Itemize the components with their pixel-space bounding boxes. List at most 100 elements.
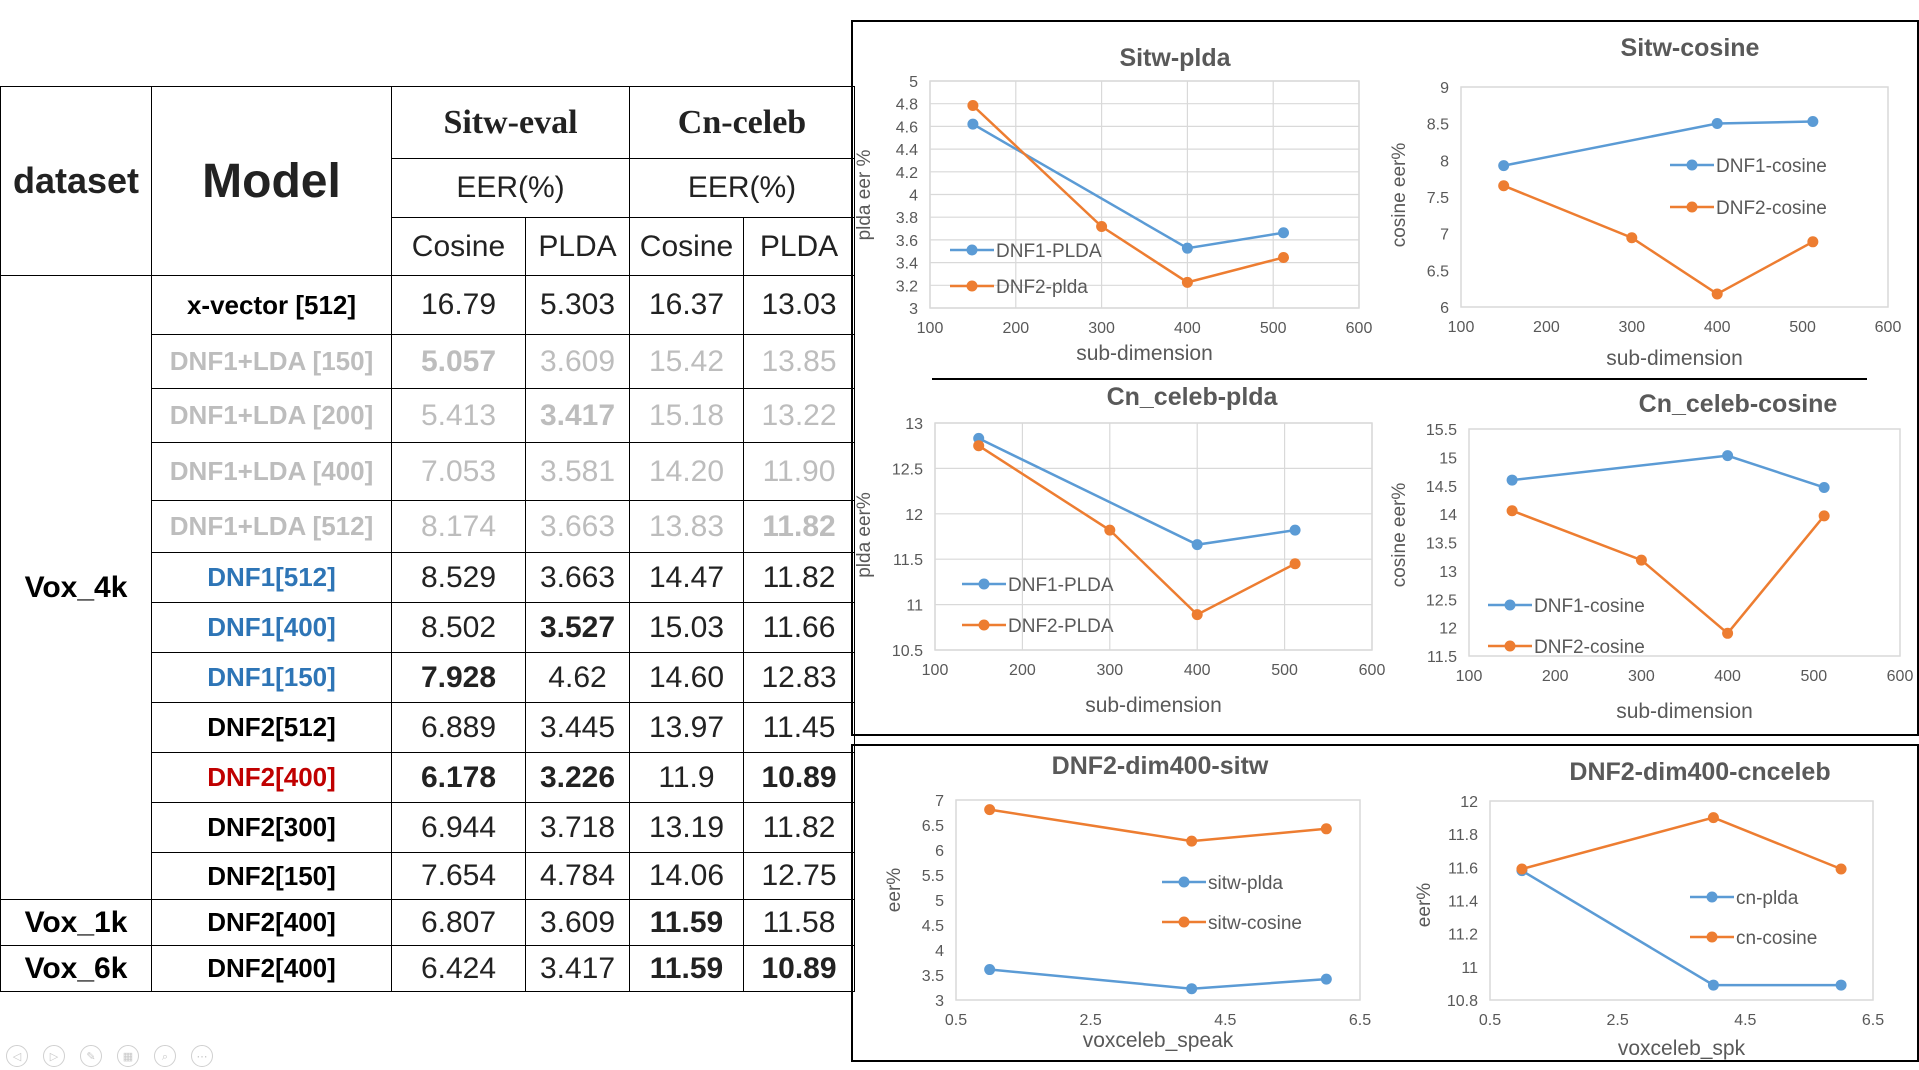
- series-line: [989, 808, 1327, 843]
- x-tick-label: 100: [922, 662, 949, 679]
- x-tick-label: 200: [1009, 662, 1036, 679]
- y-tick-label: 6.5: [922, 818, 944, 835]
- value-cell: 7.928: [391, 652, 526, 703]
- y-tick-label: 6: [935, 843, 944, 860]
- x-tick-label: 300: [1628, 668, 1655, 685]
- metric-header: EER(%): [629, 158, 855, 218]
- chart-title: DNF2-dim400-sitw: [1052, 752, 1269, 780]
- legend-marker: [978, 619, 990, 631]
- data-point: [1506, 505, 1518, 517]
- data-point: [1096, 221, 1108, 233]
- y-tick-label: 11: [906, 598, 923, 615]
- legend-label: sitw-plda: [1208, 873, 1283, 894]
- table-row: DNF2[512] 6.889 3.445 13.97 11.45: [1, 702, 855, 753]
- legend-marker: [978, 578, 990, 590]
- x-tick-label: 400: [1174, 320, 1201, 337]
- dataset-cell: Vox_6k: [0, 945, 152, 992]
- y-tick-label: 14.5: [1426, 479, 1457, 496]
- pen-icon[interactable]: ✎: [80, 1045, 102, 1067]
- value-cell: 11.82: [743, 802, 855, 853]
- table-row: DNF1+LDA [512] 8.174 3.663 13.83 11.82: [1, 500, 855, 553]
- data-point: [1835, 863, 1847, 875]
- model-cell: DNF1+LDA [150]: [151, 334, 392, 389]
- table-row: Vox_4k x-vector [512] 16.79 5.303 16.37 13.03: [0, 275, 855, 900]
- x-axis-label: sub-dimension: [1606, 347, 1743, 370]
- y-tick-label: 3: [909, 301, 918, 318]
- x-tick-label: 6.5: [1862, 1012, 1884, 1029]
- value-cell: 11.90: [743, 442, 855, 501]
- x-tick-label: 600: [1875, 319, 1902, 336]
- data-point: [1104, 524, 1116, 536]
- legend-label: cn-cosine: [1736, 928, 1817, 949]
- model-cell: DNF2[400]: [151, 752, 392, 803]
- value-cell: 7.053: [391, 442, 526, 501]
- table-row: DNF1+LDA [200] 5.413 3.417 15.18 13.22: [1, 388, 855, 443]
- data-point: [1289, 524, 1301, 536]
- value-cell: 6.178: [391, 752, 526, 803]
- y-tick-label: 6.5: [1427, 263, 1449, 280]
- y-tick-label: 12: [1439, 621, 1457, 638]
- x-tick-label: 400: [1714, 668, 1741, 685]
- legend-marker: [1686, 159, 1698, 171]
- data-point: [1516, 863, 1528, 875]
- y-tick-label: 12.5: [1426, 592, 1457, 609]
- x-tick-label: 500: [1800, 668, 1827, 685]
- x-tick-label: 600: [1359, 662, 1386, 679]
- data-point: [1181, 242, 1193, 254]
- model-cell: DNF1+LDA [512]: [151, 500, 392, 553]
- y-tick-label: 4.5: [922, 918, 944, 935]
- y-tick-label: 4.4: [896, 142, 918, 159]
- value-cell: 13.03: [743, 275, 855, 335]
- value-cell: 3.581: [525, 442, 630, 501]
- table-row: Vox_1k DNF2[400] 6.807 3.609 11.59 11.58: [0, 899, 855, 946]
- table-row: DNF2[400] 6.178 3.226 11.9 10.89: [1, 752, 855, 803]
- y-tick-label: 11: [1461, 960, 1478, 977]
- y-tick-label: 4: [935, 943, 944, 960]
- value-cell: 3.718: [525, 802, 630, 853]
- next-slide-icon[interactable]: ▷: [43, 1045, 65, 1067]
- y-tick-label: 8: [1440, 153, 1449, 170]
- y-tick-label: 14: [1439, 507, 1457, 524]
- value-cell: 11.82: [743, 500, 855, 553]
- legend-marker: [966, 280, 978, 292]
- value-cell: 14.47: [629, 552, 744, 603]
- data-point: [1191, 609, 1203, 621]
- y-tick-label: 13: [905, 416, 923, 433]
- value-cell: 5.303: [525, 275, 630, 335]
- x-tick-label: 600: [1887, 668, 1914, 685]
- model-cell: DNF1[150]: [151, 652, 392, 703]
- y-tick-label: 11.5: [1427, 649, 1457, 666]
- y-tick-label: 11.2: [1448, 927, 1478, 944]
- x-tick-label: 400: [1704, 319, 1731, 336]
- y-tick-label: 7: [1440, 227, 1449, 244]
- x-axis-label: sub-dimension: [1616, 700, 1753, 723]
- y-tick-label: 15.5: [1426, 422, 1457, 439]
- more-options-icon[interactable]: ⋯: [191, 1045, 213, 1067]
- y-axis-label: eer%: [1414, 883, 1435, 927]
- value-cell: 12.75: [743, 852, 855, 900]
- data-point: [1498, 160, 1510, 172]
- value-cell: 3.226: [525, 752, 630, 803]
- zoom-icon[interactable]: ⌕: [154, 1045, 176, 1067]
- slides-grid-icon[interactable]: ▦: [117, 1045, 139, 1067]
- x-tick-label: 500: [1271, 662, 1298, 679]
- data-point: [1722, 627, 1734, 639]
- value-cell: 13.97: [629, 702, 744, 753]
- model-cell: DNF2[400]: [151, 945, 392, 992]
- column-header: Cosine: [629, 217, 744, 276]
- plot-area: [1489, 800, 1874, 1001]
- legend-label: DNF1-PLDA: [996, 241, 1102, 262]
- y-tick-label: 4.2: [896, 165, 918, 182]
- model-cell: DNF1[512]: [151, 552, 392, 603]
- panel-divider: [932, 378, 1867, 380]
- data-point: [984, 804, 996, 816]
- y-tick-label: 3.4: [896, 256, 918, 273]
- value-cell: 16.79: [391, 275, 526, 335]
- prev-slide-icon[interactable]: ◁: [6, 1045, 28, 1067]
- table-row: DNF1[400] 8.502 3.527 15.03 11.66: [1, 602, 855, 653]
- data-point: [1498, 180, 1510, 192]
- table-row: Cosine PLDA Cosine PLDA: [1, 217, 855, 276]
- value-cell: 3.527: [525, 602, 630, 653]
- x-tick-label: 2.5: [1080, 1012, 1102, 1029]
